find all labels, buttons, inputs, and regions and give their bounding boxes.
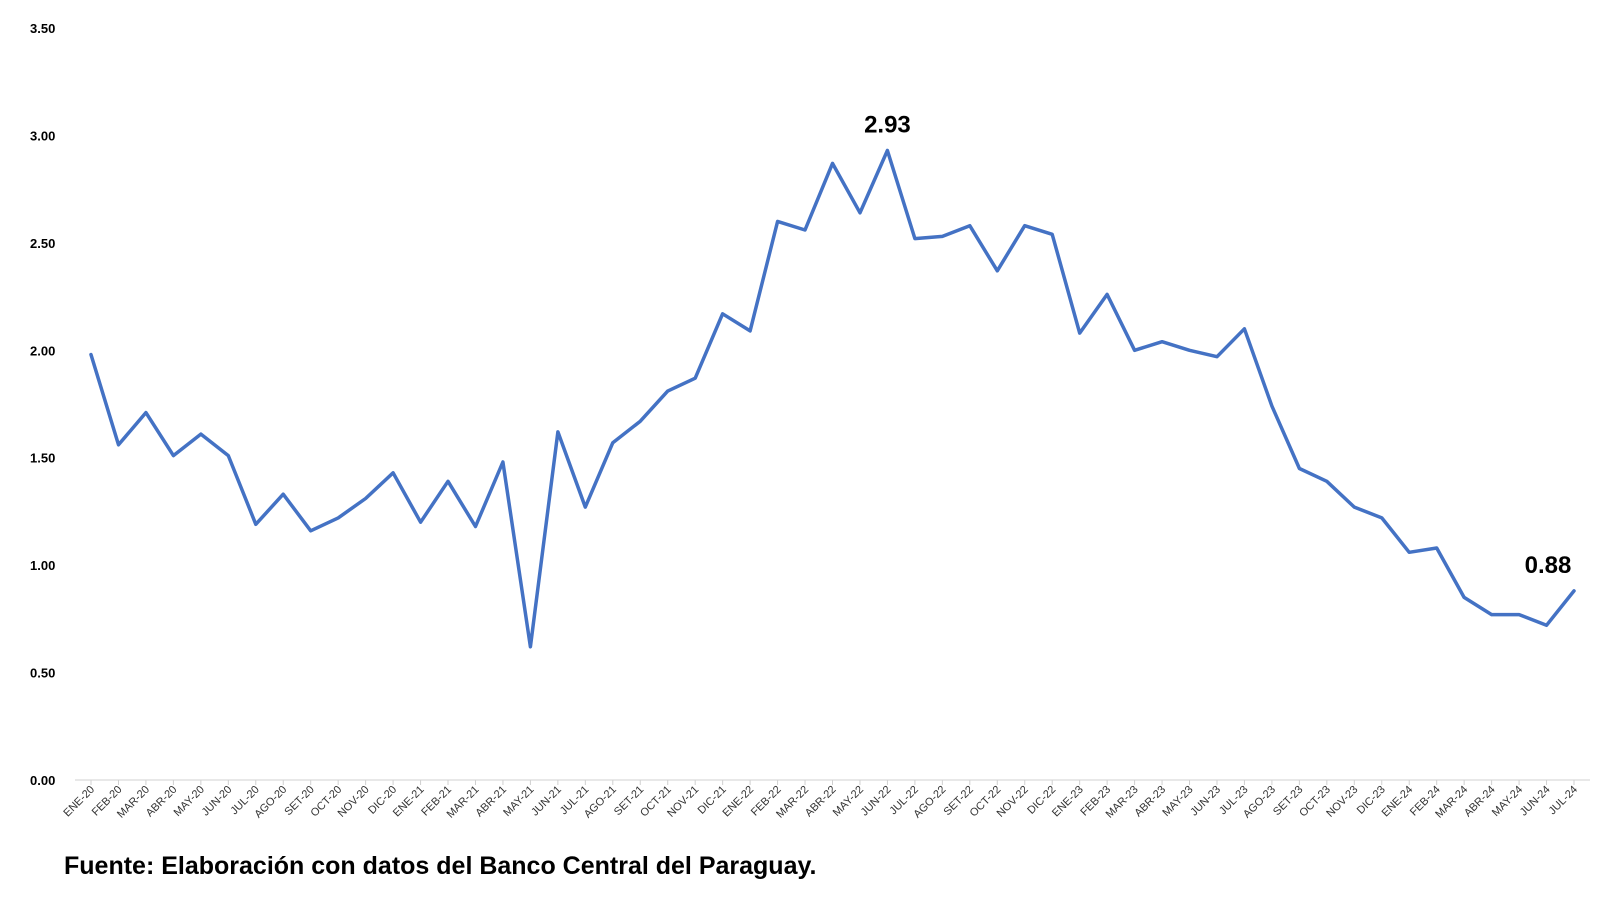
x-tick-label: JUN-23 <box>1188 784 1223 819</box>
y-tick-label: 3.00 <box>30 128 55 143</box>
source-note: Fuente: Elaboración con datos del Banco … <box>64 852 817 880</box>
x-tick-label: MAY-21 <box>501 784 536 819</box>
x-tick-label: ENE-22 <box>721 784 757 820</box>
x-tick-label: MAY-23 <box>1160 784 1195 819</box>
x-tick-label: JUN-22 <box>859 784 894 819</box>
y-tick-label: 2.50 <box>30 236 55 251</box>
series-line <box>89 148 1576 649</box>
y-tick-label: 1.50 <box>30 451 55 466</box>
y-tick-label: 3.50 <box>30 21 55 36</box>
x-tick-label: ENE-20 <box>61 784 97 820</box>
x-tick-label: ENE-23 <box>1050 784 1086 820</box>
x-tick-label: JUN-24 <box>1518 784 1553 819</box>
y-tick-label: 2.00 <box>30 343 55 358</box>
x-tick-label: ENE-24 <box>1380 784 1416 820</box>
x-tick-label: JUN-20 <box>200 784 235 819</box>
y-tick-label: 1.00 <box>30 558 55 573</box>
data-label: 0.88 <box>1525 552 1572 579</box>
x-tick-label: JUL-24 <box>1547 784 1581 818</box>
y-tick-label: 0.00 <box>30 773 55 788</box>
x-tick-label: MAY-22 <box>831 784 866 819</box>
line-chart: 0.000.501.001.502.002.503.003.50ENE-20FE… <box>30 21 1590 821</box>
x-tick-label: MAY-20 <box>172 784 207 819</box>
y-tick-label: 0.50 <box>30 666 55 681</box>
x-tick-label: ENE-21 <box>391 784 427 820</box>
data-label: 2.93 <box>864 111 911 138</box>
x-tick-label: MAY-24 <box>1490 784 1525 819</box>
x-tick-label: JUN-21 <box>529 784 564 819</box>
